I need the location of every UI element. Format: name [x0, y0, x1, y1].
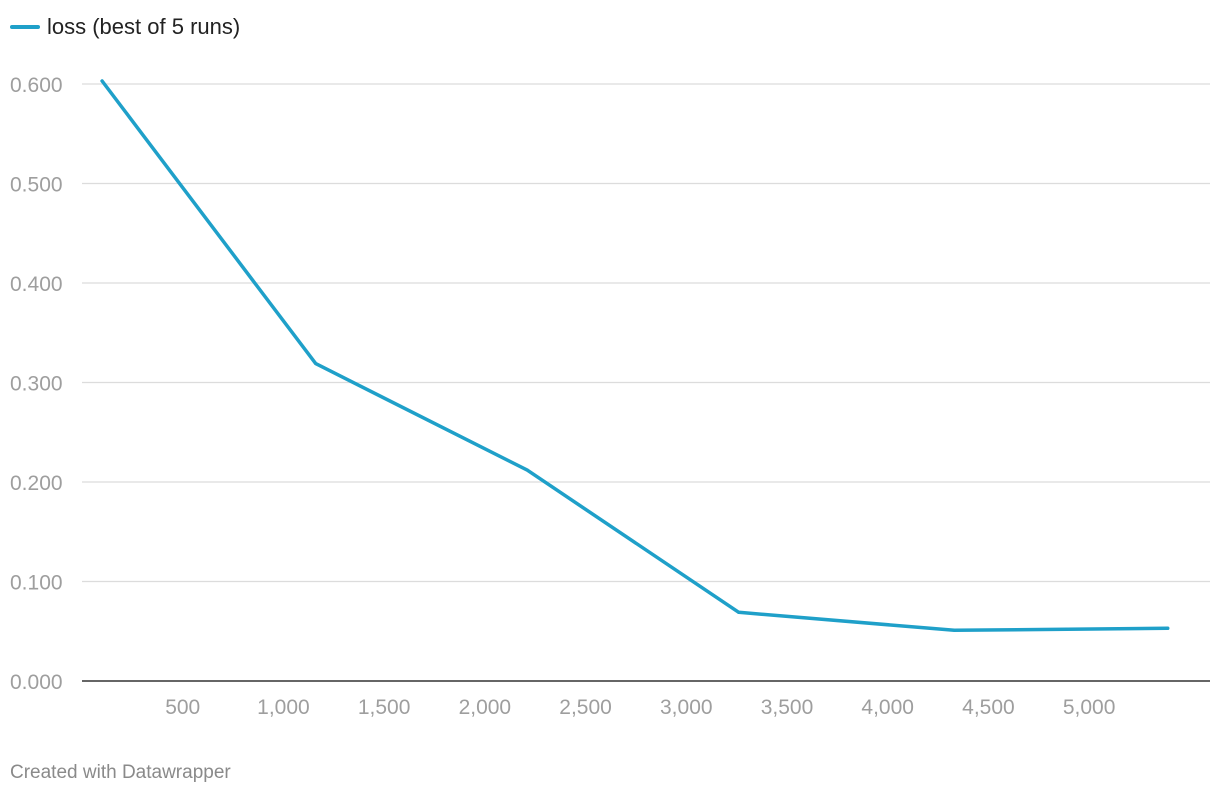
legend-label: loss (best of 5 runs): [47, 14, 241, 39]
x-tick-label: 1,000: [257, 696, 310, 719]
data-point: [100, 79, 104, 83]
legend-swatch: [10, 25, 40, 29]
x-tick-label: 4,500: [962, 696, 1015, 719]
credit-text: Created with Datawrapper: [10, 762, 231, 783]
y-tick-label: 0.500: [10, 174, 63, 197]
data-point: [525, 468, 529, 472]
x-tick-label: 3,500: [761, 696, 814, 719]
x-tick-label: 2,000: [459, 696, 512, 719]
x-tick-label: 4,000: [861, 696, 914, 719]
y-tick-label: 0.200: [10, 472, 63, 495]
data-point: [952, 628, 956, 632]
x-tick-label: 500: [165, 696, 200, 719]
series-line: [100, 79, 1170, 633]
x-axis-ticks: 500 1,000 1,500 2,000 2,500 3,000 3,500 4,000 4,…: [165, 696, 1115, 719]
series-layer: [100, 79, 1170, 633]
data-point: [1166, 626, 1170, 630]
y-tick-label: 0.000: [10, 671, 63, 694]
x-tick-label: 2,500: [559, 696, 612, 719]
x-tick-label: 1,500: [358, 696, 411, 719]
grid-layer: [82, 83, 1210, 682]
y-axis-ticks: 0.000 0.100 0.200 0.300 0.400 0.500 0.600: [10, 74, 63, 694]
legend: loss (best of 5 runs): [10, 14, 240, 40]
y-tick-label: 0.100: [10, 572, 63, 595]
y-tick-label: 0.600: [10, 74, 63, 97]
y-tick-label: 0.400: [10, 273, 63, 296]
x-tick-label: 3,000: [660, 696, 713, 719]
data-point: [314, 362, 318, 366]
x-tick-label: 5,000: [1063, 696, 1116, 719]
data-point: [737, 610, 741, 614]
y-tick-label: 0.300: [10, 373, 63, 396]
